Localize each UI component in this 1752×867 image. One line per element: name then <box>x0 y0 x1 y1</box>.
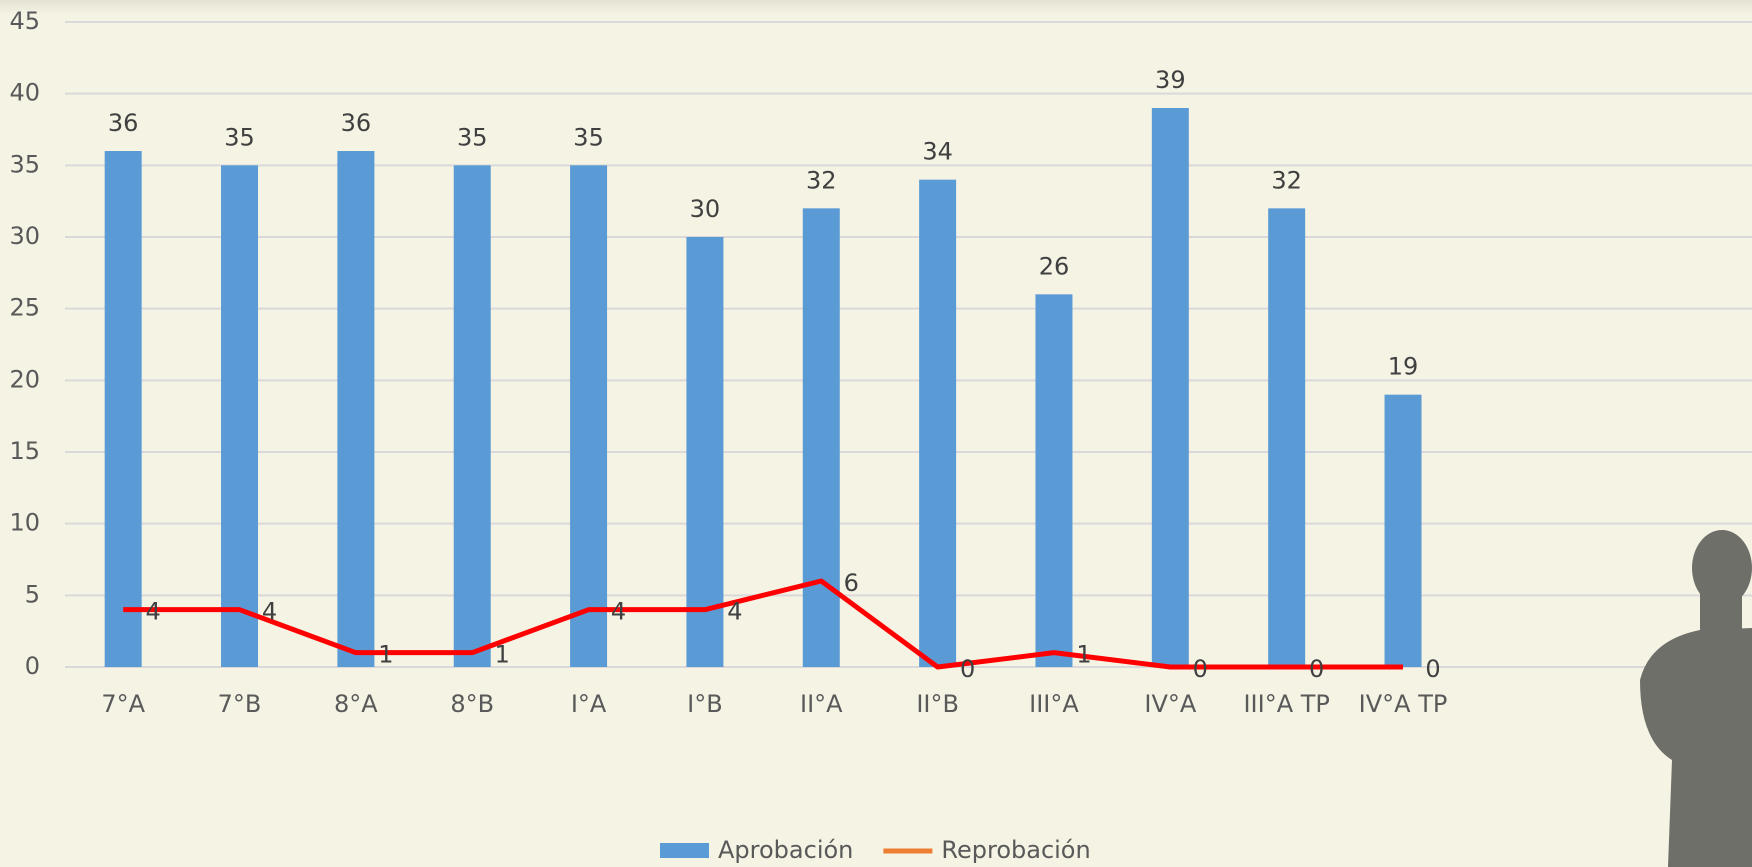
data-label: 4 <box>611 598 626 626</box>
data-label: 35 <box>573 123 604 151</box>
data-label: 1 <box>378 641 393 669</box>
data-label: 6 <box>844 569 859 597</box>
bar <box>1035 294 1073 667</box>
data-label: 4 <box>146 598 161 626</box>
y-tick-label: 25 <box>9 294 40 322</box>
y-tick-label: 30 <box>9 222 40 250</box>
data-label: 36 <box>341 109 372 137</box>
bar <box>104 151 142 667</box>
line <box>123 578 1404 670</box>
x-tick-label: I°B <box>687 690 723 718</box>
x-tick-label: 7°B <box>218 690 262 718</box>
data-label: 1 <box>1076 641 1091 669</box>
legend-label: Aprobación <box>718 836 853 864</box>
x-tick-label: III°A <box>1029 690 1079 718</box>
data-label: 39 <box>1155 66 1186 94</box>
data-label: 0 <box>1425 655 1440 683</box>
y-tick-label: 35 <box>9 150 40 178</box>
legend-label: Reprobación <box>941 836 1090 864</box>
bar <box>337 151 375 667</box>
y-tick-label: 20 <box>9 365 40 393</box>
x-tick-label: IV°A TP <box>1359 690 1448 718</box>
bar <box>1384 394 1422 667</box>
bar <box>221 165 259 668</box>
data-label: 30 <box>690 195 721 223</box>
data-label: 0 <box>1193 655 1208 683</box>
y-tick-label: 0 <box>25 652 40 680</box>
x-tick-label: II°B <box>916 690 959 718</box>
data-label: 26 <box>1039 252 1070 280</box>
x-tick-label: I°A <box>571 690 607 718</box>
data-label: 4 <box>727 598 742 626</box>
data-label: 1 <box>495 641 510 669</box>
data-label: 35 <box>224 123 255 151</box>
data-label: 4 <box>262 598 277 626</box>
y-tick-label: 15 <box>9 437 40 465</box>
x-tick-label: II°A <box>800 690 843 718</box>
bar <box>686 237 724 667</box>
y-tick-label: 45 <box>9 7 40 35</box>
data-label: 32 <box>1271 166 1302 194</box>
data-label: 35 <box>457 123 488 151</box>
bar <box>570 165 608 668</box>
y-tick-label: 40 <box>9 79 40 107</box>
y-tick-label: 5 <box>25 580 40 608</box>
data-label: 32 <box>806 166 837 194</box>
data-label: 0 <box>1309 655 1324 683</box>
bar <box>1268 208 1306 668</box>
silhouette <box>1640 530 1752 867</box>
top-shade <box>0 0 1752 14</box>
x-tick-label: 8°A <box>334 690 378 718</box>
x-tick-label: 7°A <box>101 690 145 718</box>
y-tick-label: 10 <box>9 509 40 537</box>
bar <box>802 208 840 668</box>
bar <box>1151 108 1189 667</box>
data-label: 34 <box>922 138 953 166</box>
bar <box>453 165 491 668</box>
bar <box>919 179 957 667</box>
x-tick-label: 8°B <box>450 690 494 718</box>
legend-swatch <box>660 843 709 858</box>
x-tick-label: IV°A <box>1144 690 1196 718</box>
data-label: 0 <box>960 655 975 683</box>
data-label: 19 <box>1388 353 1419 381</box>
data-label: 36 <box>108 109 139 137</box>
x-tick-label: III°A TP <box>1243 690 1329 718</box>
